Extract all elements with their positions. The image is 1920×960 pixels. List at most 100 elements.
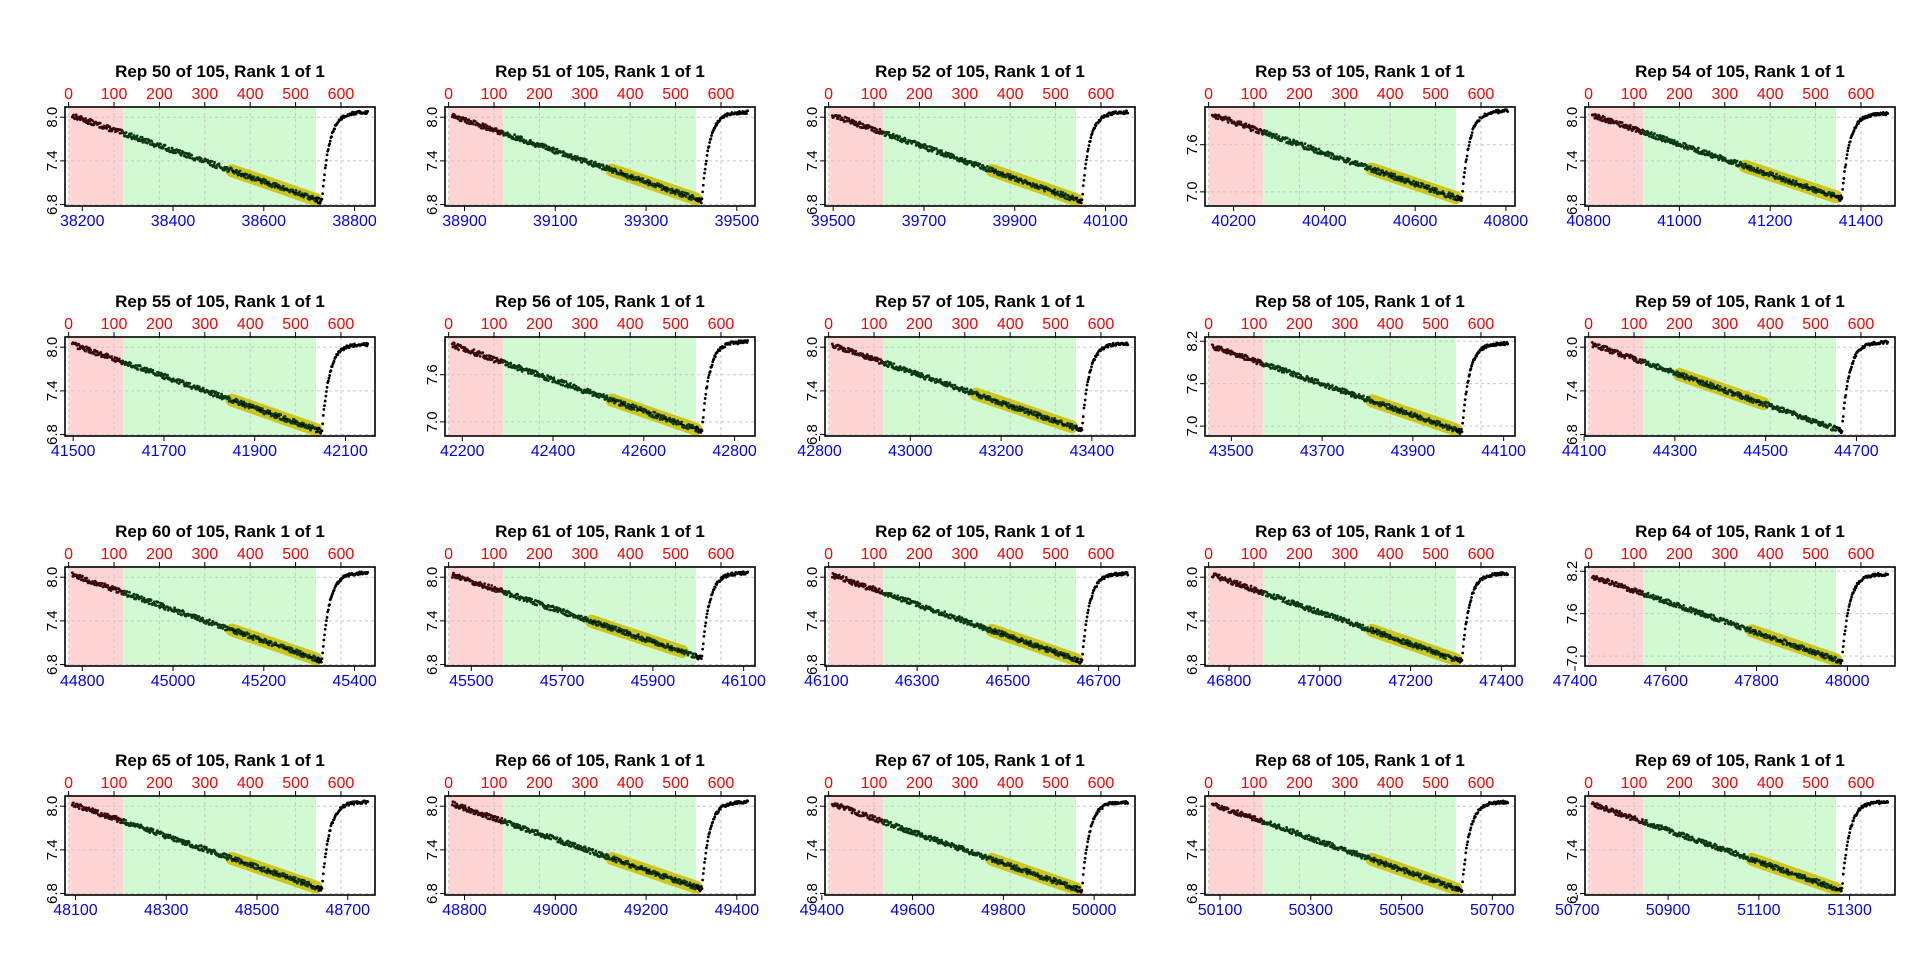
data-point [228,397,232,400]
top-tick-label: 0 [444,316,453,333]
data-point [315,199,319,203]
top-tick-label: 400 [617,316,644,333]
y-tick-label: 7.4 [44,380,61,401]
data-point [1616,349,1620,353]
data-point [1646,360,1650,364]
data-point [1074,424,1078,428]
data-point [199,157,203,161]
data-point [210,160,214,163]
data-point [366,342,370,346]
bottom-tick-label: 42100 [323,443,368,460]
y-tick-label: 8.0 [424,107,441,128]
data-point [1348,157,1351,161]
data-point [1080,428,1084,432]
data-point [320,197,324,201]
data-point [520,135,523,139]
data-point [1707,150,1711,154]
data-point [702,408,706,412]
bottom-tick-label: 40400 [1302,213,1347,230]
data-point [1094,124,1098,128]
panel: Rep 54 of 105, Rank 1 of 10 100 200 300 400 5… [1564,62,1896,230]
data-point [588,388,592,392]
data-point [74,113,78,117]
panel-title: Rep 57 of 105, Rank 1 of 1 [875,292,1085,311]
top-tick-label: 500 [1422,86,1449,103]
data-point [985,164,989,168]
data-point [529,138,532,142]
data-point [323,399,327,403]
data-point [167,146,171,150]
data-point [906,141,910,145]
top-tick-label: 100 [861,316,888,333]
bottom-tick-label: 38600 [242,213,287,230]
data-point [1461,182,1465,186]
data-point [1461,421,1465,425]
data-point [124,131,128,134]
data-point [483,123,487,126]
data-point [213,160,216,164]
data-point [140,135,144,139]
data-point [1845,156,1848,160]
data-point [1841,181,1845,185]
data-point [555,147,559,151]
bottom-tick-label: 43700 [1300,443,1345,460]
data-point [1277,134,1281,138]
panel: Rep 57 of 105, Rank 1 of 10 100 200 300 400 5… [797,292,1136,460]
data-point [854,349,858,353]
data-point [1834,428,1838,432]
data-point [1723,386,1727,390]
data-point [703,397,707,400]
data-point [1303,142,1307,146]
data-point [1316,378,1320,382]
data-point [1465,385,1469,388]
panel-title: Rep 52 of 105, Rank 1 of 1 [875,62,1085,81]
data-point [1081,415,1085,418]
panel: Rep 52 of 105, Rank 1 of 10 100 200 300 400 5… [804,62,1136,230]
data-point [689,198,693,202]
data-point [553,147,556,151]
data-point [701,420,705,424]
top-tick-label: 300 [951,86,978,103]
y-tick-label: 8.0 [44,107,61,128]
data-point [677,189,680,193]
top-tick-label: 100 [101,86,128,103]
data-point [1465,390,1468,394]
data-point [909,369,913,373]
bottom-tick-label: 40800 [1484,213,1529,230]
data-point [1239,120,1243,124]
panel-title: Rep 58 of 105, Rank 1 of 1 [1255,292,1465,311]
data-point [325,390,328,393]
data-point [321,192,325,196]
data-point [1886,112,1890,115]
data-point [332,129,335,133]
data-point [174,151,178,154]
data-point [1085,155,1089,158]
data-point [1088,139,1092,143]
data-point [1718,385,1722,388]
data-point [150,139,154,143]
data-point [129,132,133,136]
data-point [330,135,333,139]
data-point [457,348,461,352]
data-point [653,411,657,414]
data-point [188,381,192,385]
top-tick-label: 200 [906,316,933,333]
top-tick-label: 500 [662,316,689,333]
top-tick-label: 300 [571,316,598,333]
panel-title: Rep 51 of 105, Rank 1 of 1 [495,62,705,81]
data-point [1794,179,1798,183]
bottom-tick-label: 42200 [440,443,485,460]
data-point [704,392,708,396]
data-point [326,379,330,383]
data-point [705,159,708,163]
data-point [1653,132,1656,135]
data-point [298,190,302,194]
data-point [1459,199,1463,202]
top-tick-label: 500 [282,316,309,333]
data-point [1696,146,1700,150]
data-point [1829,423,1832,427]
data-point [263,181,267,185]
data-point [1670,138,1674,142]
data-point [561,383,565,387]
data-point [129,361,133,365]
